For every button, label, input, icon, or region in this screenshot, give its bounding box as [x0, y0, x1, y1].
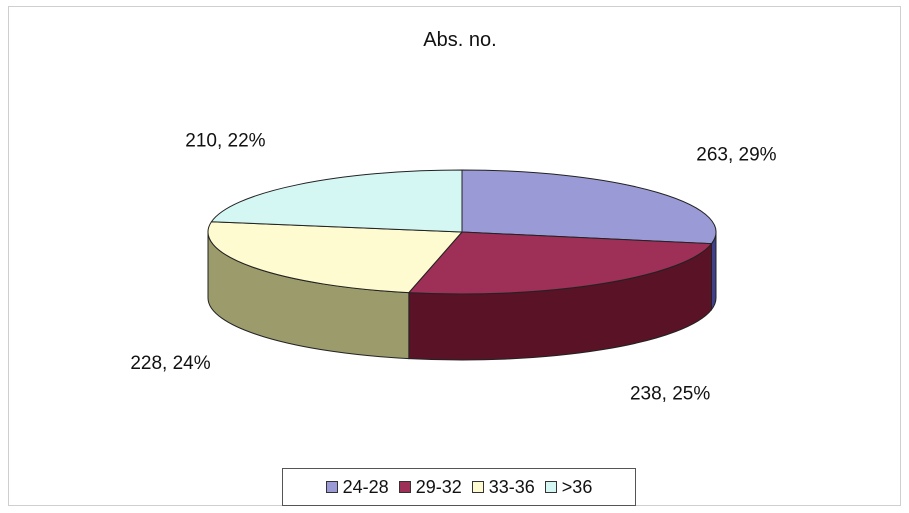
- pie-slice-33-36: [207, 221, 464, 294]
- legend-item-24-28: 24-28: [325, 476, 389, 498]
- pie-tops: [207, 169, 717, 295]
- legend-swatch-29-32: [398, 481, 411, 493]
- data-label-33-36: 228, 24%: [130, 353, 210, 374]
- legend-swatch-24-28: [325, 481, 338, 493]
- pie-slice-29-32: [407, 231, 713, 295]
- legend-label-gt36: >36: [561, 476, 593, 497]
- legend-item-29-32: 29-32: [398, 476, 462, 498]
- chart-title: Abs. no.: [423, 29, 496, 51]
- legend-label-24-28: 24-28: [342, 476, 389, 497]
- data-label-gt36: 210, 22%: [185, 131, 265, 152]
- pie-slice-gt36: [210, 169, 463, 233]
- legend: 24-28 29-32 33-36 >36: [282, 468, 636, 506]
- data-label-29-32: 238, 25%: [630, 383, 710, 404]
- legend-label-33-36: 33-36: [488, 476, 535, 497]
- pie-slice-24-28: [461, 169, 717, 245]
- data-labels: 263, 29% 238, 25% 228, 24% 210, 22%: [130, 131, 776, 405]
- legend-item-33-36: 33-36: [471, 476, 535, 498]
- data-label-24-28: 263, 29%: [696, 145, 776, 166]
- legend-label-29-32: 29-32: [415, 476, 462, 497]
- legend-swatch-33-36: [471, 481, 484, 493]
- pie-side-24-28: [710, 231, 717, 312]
- legend-swatch-gt36: [544, 481, 557, 493]
- legend-item-gt36: >36: [544, 476, 593, 498]
